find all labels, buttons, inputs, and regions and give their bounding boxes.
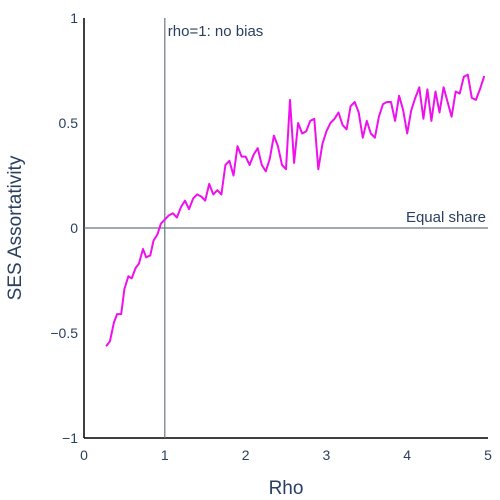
y-tick-label: −0.5 — [50, 325, 78, 341]
x-tick-label: 5 — [484, 447, 492, 463]
annotations: rho=1: no bias Equal share — [168, 23, 486, 226]
y-tick-labels: 1 0.5 0 −0.5 −1 — [50, 10, 78, 446]
horizontal-reference-label: Equal share — [406, 209, 486, 226]
y-axis-title: SES Assortativity — [5, 155, 26, 300]
x-tick-label: 4 — [403, 447, 411, 463]
x-tick-labels: 0 1 2 3 4 5 — [80, 447, 492, 463]
x-tick-label: 0 — [80, 447, 88, 463]
series-line — [105, 73, 485, 347]
vertical-reference-label: rho=1: no bias — [168, 23, 263, 40]
y-tick-label: 0.5 — [59, 115, 79, 131]
y-tick-label: −1 — [62, 430, 78, 446]
x-tick-label: 3 — [323, 447, 331, 463]
y-tick-label: 0 — [70, 220, 78, 236]
series-layer — [105, 73, 485, 347]
x-tick-label: 2 — [242, 447, 250, 463]
x-tick-label: 1 — [161, 447, 169, 463]
y-tick-label: 1 — [70, 10, 78, 26]
x-axis-title: Rho — [269, 478, 304, 499]
reference-lines — [84, 18, 488, 438]
